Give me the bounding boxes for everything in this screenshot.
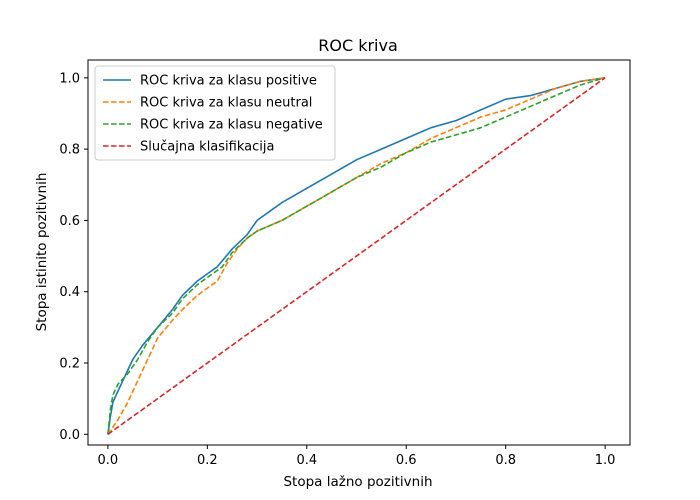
series-line-3 bbox=[107, 77, 606, 435]
y-tick-label: 0.8 bbox=[59, 143, 80, 158]
x-tick-label: 0.2 bbox=[197, 453, 218, 468]
x-tick-label: 0.6 bbox=[396, 453, 417, 468]
y-tick-label: 0.4 bbox=[59, 285, 80, 300]
x-tick-label: 0.0 bbox=[98, 453, 119, 468]
y-tick-label: 0.2 bbox=[59, 357, 80, 372]
y-tick-label: 0.0 bbox=[59, 428, 80, 443]
legend-box bbox=[94, 65, 336, 161]
y-tick-label: 1.0 bbox=[59, 71, 80, 86]
plot-area bbox=[107, 77, 606, 435]
legend: ROC kriva za klasu positive ROC kriva za … bbox=[94, 65, 336, 161]
y-axis: 0.0 0.2 0.4 0.6 0.8 1.0 bbox=[59, 71, 88, 443]
series-line-2 bbox=[107, 77, 606, 435]
x-tick-label: 0.4 bbox=[296, 453, 317, 468]
plot-frame bbox=[87, 59, 631, 446]
legend-label: ROC kriva za klasu positive bbox=[140, 74, 317, 89]
legend-label: ROC kriva za klasu negative bbox=[140, 118, 323, 133]
legend-label: ROC kriva za klasu neutral bbox=[140, 96, 312, 111]
x-tick-label: 1.0 bbox=[595, 453, 616, 468]
legend-label: Slučajna klasifikacija bbox=[140, 140, 274, 155]
y-axis-title: Stopa istinito pozitivnih bbox=[34, 173, 50, 332]
x-tick-label: 0.8 bbox=[495, 453, 516, 468]
chart-title: ROC kriva bbox=[318, 36, 398, 55]
x-axis: 0.0 0.2 0.4 0.6 0.8 1.0 bbox=[98, 445, 616, 468]
y-tick-label: 0.6 bbox=[59, 214, 80, 229]
x-axis-title: Stopa lažno pozitivnih bbox=[283, 474, 432, 490]
series-line-0 bbox=[107, 77, 606, 435]
